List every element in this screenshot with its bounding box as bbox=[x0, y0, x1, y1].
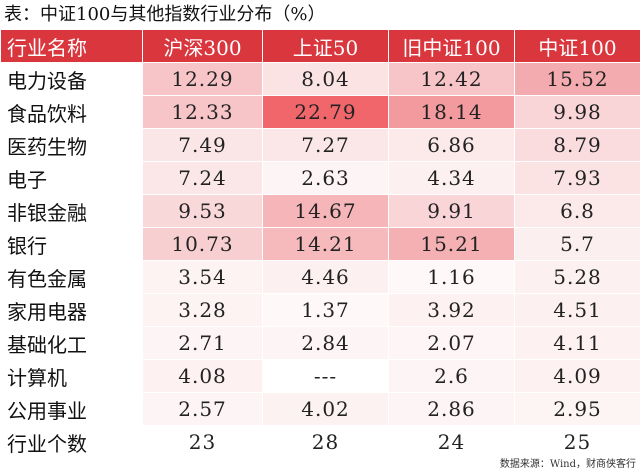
value-cell: 2.86 bbox=[388, 392, 515, 426]
value-cell: 9.53 bbox=[142, 194, 263, 228]
value-cell: 4.46 bbox=[262, 260, 389, 294]
value-cell: 12.29 bbox=[142, 62, 263, 96]
header-old-zz100: 旧中证100 bbox=[388, 29, 515, 63]
value-cell: 1.37 bbox=[262, 293, 389, 327]
value-cell: 15.52 bbox=[514, 62, 640, 96]
value-cell: 8.79 bbox=[514, 128, 640, 162]
industry-name-cell: 电子 bbox=[0, 161, 143, 195]
industry-name-cell: 非银金融 bbox=[0, 194, 143, 228]
value-cell: 7.49 bbox=[142, 128, 263, 162]
value-cell: 6.8 bbox=[514, 194, 640, 228]
value-cell: 7.27 bbox=[262, 128, 389, 162]
table-row: 医药生物 7.49 7.27 6.86 8.79 bbox=[0, 128, 640, 162]
industry-count-row: 行业个数 23 28 24 25 bbox=[0, 425, 640, 459]
value-cell: 7.93 bbox=[514, 161, 640, 195]
value-cell: 6.86 bbox=[388, 128, 515, 162]
industry-count-cell: 25 bbox=[514, 425, 640, 459]
value-cell: 12.33 bbox=[142, 95, 263, 129]
industry-name-cell: 家用电器 bbox=[0, 293, 143, 327]
header-row: 行业名称 沪深300 上证50 旧中证100 中证100 bbox=[0, 29, 640, 63]
table-row: 基础化工 2.71 2.84 2.07 4.11 bbox=[0, 326, 640, 360]
industry-count-cell: 24 bbox=[388, 425, 515, 459]
header-zz100: 中证100 bbox=[514, 29, 640, 63]
table-row: 有色金属 3.54 4.46 1.16 5.28 bbox=[0, 260, 640, 294]
industry-count-cell: 28 bbox=[262, 425, 389, 459]
value-cell: 4.02 bbox=[262, 392, 389, 426]
value-cell: 1.16 bbox=[388, 260, 515, 294]
value-cell: 12.42 bbox=[388, 62, 515, 96]
industry-name-cell: 有色金属 bbox=[0, 260, 143, 294]
value-cell: 9.98 bbox=[514, 95, 640, 129]
value-cell: 3.54 bbox=[142, 260, 263, 294]
table-row: 电子 7.24 2.63 4.34 7.93 bbox=[0, 161, 640, 195]
value-cell: 2.07 bbox=[388, 326, 515, 360]
page-title: 表：中证100与其他指数行业分布（%） bbox=[4, 4, 326, 25]
value-cell: --- bbox=[262, 359, 389, 393]
value-cell: 22.79 bbox=[262, 95, 389, 129]
value-cell: 2.95 bbox=[514, 392, 640, 426]
table-row: 公用事业 2.57 4.02 2.86 2.95 bbox=[0, 392, 640, 426]
industry-name-cell: 食品饮料 bbox=[0, 95, 143, 129]
value-cell: 10.73 bbox=[142, 227, 263, 261]
value-cell: 8.04 bbox=[262, 62, 389, 96]
value-cell: 14.21 bbox=[262, 227, 389, 261]
value-cell: 2.71 bbox=[142, 326, 263, 360]
value-cell: 7.24 bbox=[142, 161, 263, 195]
header-industry-name: 行业名称 bbox=[0, 29, 143, 63]
industry-name-cell: 银行 bbox=[0, 227, 143, 261]
table-row: 非银金融 9.53 14.67 9.91 6.8 bbox=[0, 194, 640, 228]
industry-count-cell: 23 bbox=[142, 425, 263, 459]
data-source: 数据来源：Wind，财商侠客行 bbox=[499, 459, 636, 470]
industry-name-cell: 医药生物 bbox=[0, 128, 143, 162]
table-row: 电力设备 12.29 8.04 12.42 15.52 bbox=[0, 62, 640, 96]
table-row: 食品饮料 12.33 22.79 18.14 9.98 bbox=[0, 95, 640, 129]
value-cell: 4.08 bbox=[142, 359, 263, 393]
table-row: 银行 10.73 14.21 15.21 5.7 bbox=[0, 227, 640, 261]
value-cell: 15.21 bbox=[388, 227, 515, 261]
table-row: 计算机 4.08 --- 2.6 4.09 bbox=[0, 359, 640, 393]
header-hs300: 沪深300 bbox=[142, 29, 263, 63]
value-cell: 2.6 bbox=[388, 359, 515, 393]
industry-distribution-table: 行业名称 沪深300 上证50 旧中证100 中证100 电力设备 12.29 8.… bbox=[0, 29, 640, 459]
table-row: 家用电器 3.28 1.37 3.92 4.51 bbox=[0, 293, 640, 327]
industry-count-label: 行业个数 bbox=[0, 425, 143, 459]
value-cell: 4.34 bbox=[388, 161, 515, 195]
value-cell: 5.7 bbox=[514, 227, 640, 261]
value-cell: 2.63 bbox=[262, 161, 389, 195]
industry-name-cell: 公用事业 bbox=[0, 392, 143, 426]
value-cell: 9.91 bbox=[388, 194, 515, 228]
value-cell: 14.67 bbox=[262, 194, 389, 228]
value-cell: 2.57 bbox=[142, 392, 263, 426]
value-cell: 4.09 bbox=[514, 359, 640, 393]
industry-name-cell: 基础化工 bbox=[0, 326, 143, 360]
value-cell: 5.28 bbox=[514, 260, 640, 294]
header-sz50: 上证50 bbox=[262, 29, 389, 63]
value-cell: 3.92 bbox=[388, 293, 515, 327]
value-cell: 4.51 bbox=[514, 293, 640, 327]
value-cell: 4.11 bbox=[514, 326, 640, 360]
value-cell: 18.14 bbox=[388, 95, 515, 129]
value-cell: 2.84 bbox=[262, 326, 389, 360]
value-cell: 3.28 bbox=[142, 293, 263, 327]
industry-name-cell: 电力设备 bbox=[0, 62, 143, 96]
industry-name-cell: 计算机 bbox=[0, 359, 143, 393]
